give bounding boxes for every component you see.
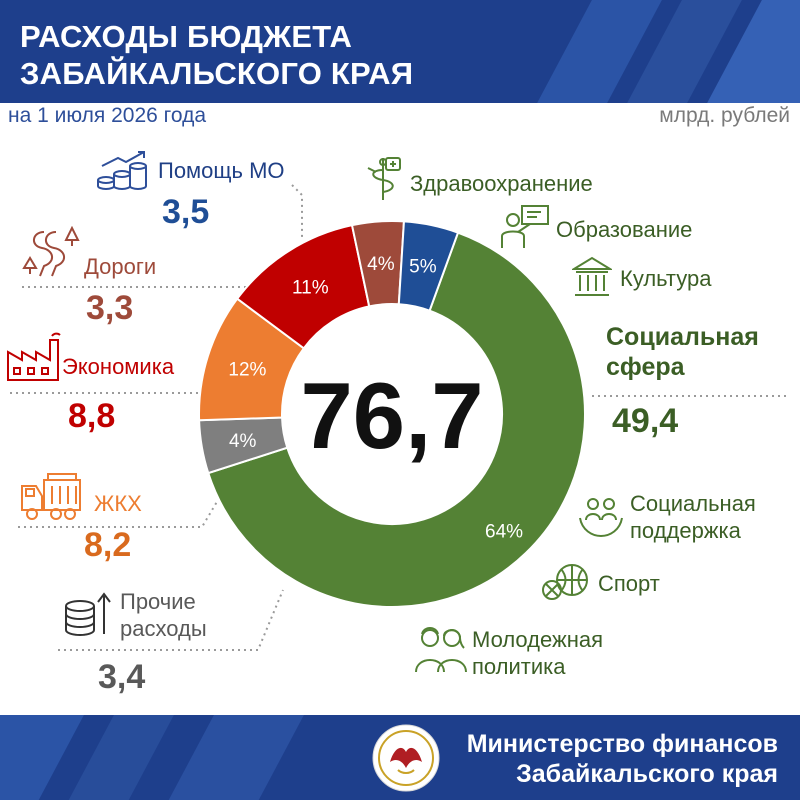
label-socpod-line1: Социальная [630,491,756,516]
leader-prochie [58,589,284,651]
pct-label-pomosch: 5% [409,257,437,278]
coin-stack-arrow-icon [65,592,111,636]
label-obraz: Образование [556,217,693,242]
label-social: Социальная сфера [606,322,759,382]
care-hands-icon [579,498,623,538]
pct-label-prochie: 4% [229,431,257,452]
value-pomosch: 3,5 [162,193,210,231]
pct-label-social: 64% [485,521,523,542]
label-prochie-line1: Прочие [120,589,196,614]
teacher-board-icon [501,205,549,248]
road-trees-icon [22,226,80,277]
title-line-2: ЗАБАЙКАЛЬСКОГО КРАЯ [20,56,414,91]
sport-balls-icon [542,564,588,600]
truck-icon [21,473,81,520]
youth-people-icon [415,627,467,673]
label-socpod-line2: поддержка [630,518,741,543]
label-ekonomika: Экономика [62,354,175,379]
label-dorogi: Дороги [84,254,157,279]
label-pomosch: Помощь МО [158,158,285,183]
museum-icon [572,256,612,296]
value-zhkh: 8,2 [84,526,132,564]
unit-label: млрд. рублей [659,104,790,127]
value-social: 49,4 [612,402,679,440]
header-banner: РАСХОДЫ БЮДЖЕТА ЗАБАЙКАЛЬСКОГО КРАЯ [0,0,800,103]
label-zhkh: ЖКХ [94,491,142,516]
label-kult: Культура [620,266,712,291]
total-value: 76,7 [301,363,484,468]
pct-label-ekonomika: 11% [292,277,329,298]
value-prochie: 3,4 [98,658,146,696]
ministry-line-1: Министерство финансов [466,730,778,758]
ministry-logo-icon [372,724,440,792]
pct-label-zhkh: 12% [228,360,266,381]
label-molod: Молодежная политика [472,626,603,680]
factory-icon [7,332,61,381]
coins-growth-icon [97,151,147,190]
label-prochie: Прочие расходы [120,588,207,642]
ministry-line-2: Забайкальского края [516,760,778,788]
caduceus-icon [367,157,401,200]
label-molod-line2: политика [472,654,566,679]
label-social-line1: Социальная [606,323,759,351]
report-date: на 1 июля 2026 года [8,104,207,127]
label-molod-line1: Молодежная [472,627,604,652]
label-zdrav: Здравоохранение [410,171,593,196]
page-title: РАСХОДЫ БЮДЖЕТА ЗАБАЙКАЛЬСКОГО КРАЯ [20,18,413,92]
label-social-line2: сфера [606,353,685,381]
label-sport: Спорт [598,571,660,596]
label-prochie-line2: расходы [120,616,207,641]
title-line-1: РАСХОДЫ БЮДЖЕТА [20,19,353,54]
value-dorogi: 3,3 [86,289,134,327]
ministry-name: Министерство финансов Забайкальского кра… [467,729,778,789]
leader-zhkh [18,499,219,528]
value-ekonomika: 8,8 [68,397,116,435]
pct-label-dorogi: 4% [367,254,395,275]
label-socpod: Социальная поддержка [630,490,756,544]
